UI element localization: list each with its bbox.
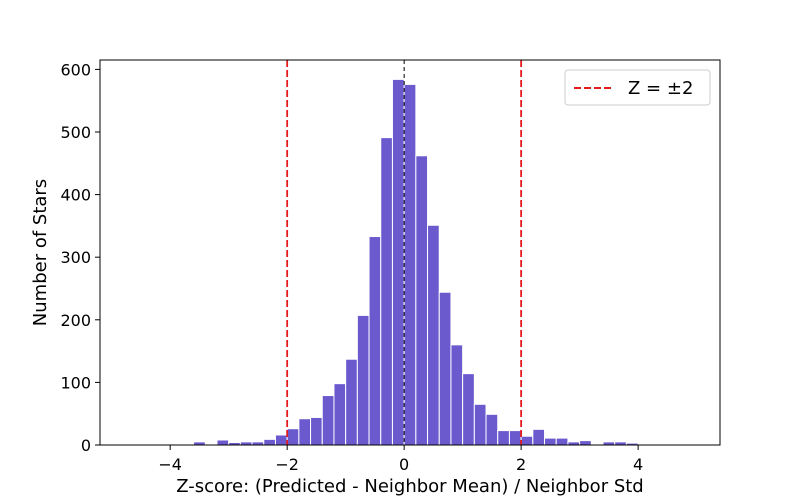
histogram-bar — [321, 395, 335, 446]
y-axis-ticks: 0 100 200 300 400 500 600 — [60, 60, 100, 455]
histogram-bar — [356, 314, 370, 446]
histogram-bar — [473, 403, 487, 446]
histogram-bar — [368, 236, 382, 446]
y-tick-label: 0 — [81, 436, 91, 455]
y-axis-label: Number of Stars — [30, 179, 51, 326]
histogram-bar — [508, 430, 522, 446]
histogram-bar — [310, 416, 323, 446]
histogram-bar — [462, 373, 475, 446]
x-tick-label: −2 — [275, 455, 299, 474]
x-axis-ticks: −4 −2 0 2 4 — [158, 445, 643, 474]
histogram-bar — [544, 437, 557, 446]
histogram-bar — [274, 434, 288, 446]
histogram-bar — [345, 358, 358, 446]
y-tick-label: 300 — [60, 248, 91, 267]
legend-label-threshold: Z = ±2 — [628, 78, 693, 99]
y-tick-label: 200 — [60, 311, 91, 330]
histogram-bar — [380, 137, 393, 446]
legend-box — [564, 69, 711, 106]
histogram-bar — [216, 439, 230, 446]
histogram-bar — [555, 437, 569, 446]
y-tick-label: 600 — [60, 60, 91, 79]
histogram-bar — [427, 224, 440, 446]
histogram-bar — [532, 428, 546, 446]
histogram-bar — [415, 155, 429, 446]
x-tick-label: 0 — [399, 455, 409, 474]
histogram-bar — [403, 83, 417, 446]
y-tick-label: 400 — [60, 186, 91, 205]
histogram-bar — [263, 438, 276, 446]
histogram-bar — [485, 413, 499, 446]
histogram-bar — [497, 430, 510, 446]
y-tick-label: 100 — [60, 373, 91, 392]
histogram-bar — [520, 435, 534, 446]
x-tick-label: −4 — [158, 455, 182, 474]
histogram-bar — [286, 428, 300, 446]
histogram-bar — [450, 344, 464, 446]
bars-layer — [122, 78, 698, 446]
legend: Z = ±2 — [564, 69, 711, 106]
y-tick-label: 500 — [60, 123, 91, 142]
x-tick-label: 2 — [516, 455, 526, 474]
histogram-bar — [579, 440, 592, 446]
x-axis-label: Z-score: (Predicted - Neighbor Mean) / N… — [176, 476, 643, 497]
histogram-bar — [391, 78, 405, 446]
histogram-bar — [333, 383, 347, 446]
histogram-bar — [438, 291, 452, 446]
plot-frame — [99, 59, 721, 446]
reference-lines — [286, 60, 523, 445]
x-tick-label: 4 — [633, 455, 643, 474]
histogram-bar — [298, 418, 312, 446]
